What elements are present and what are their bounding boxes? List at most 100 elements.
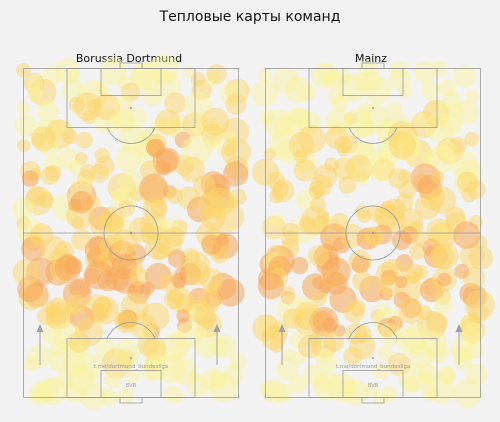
heat-blob-109 xyxy=(179,156,205,183)
heat-blob-290 xyxy=(398,362,429,393)
heat-blob-280 xyxy=(55,371,75,390)
heat-blob-195 xyxy=(83,267,101,285)
heat-blob-280 xyxy=(315,375,332,392)
heat-blob-12 xyxy=(130,63,156,89)
heat-blob-37 xyxy=(361,103,391,134)
heat-blob-49 xyxy=(439,113,462,137)
heat-blob-292 xyxy=(140,362,160,382)
heat-blob-259 xyxy=(343,346,363,366)
heat-blob-174 xyxy=(145,234,172,261)
heat-blob-210 xyxy=(454,263,470,279)
heat-blob-167 xyxy=(412,230,430,248)
top-goal xyxy=(361,62,385,69)
heat-blob-41 xyxy=(110,112,123,125)
heat-blob-103 xyxy=(398,169,413,184)
left-watermark: t.me/dortmund_bundesliga xyxy=(94,364,168,370)
heat-blob-264 xyxy=(397,327,426,356)
center-circle xyxy=(345,205,401,261)
right-watermark: t.me/dortmund_bundesliga xyxy=(336,364,410,370)
heat-blob-216 xyxy=(216,278,245,307)
heat-blob-121 xyxy=(309,196,327,214)
heat-blob-278 xyxy=(313,371,343,401)
heat-blob-81 xyxy=(204,138,218,151)
heat-blob-297 xyxy=(164,385,184,405)
heat-blob-3 xyxy=(23,72,45,94)
heat-blob-241 xyxy=(141,302,170,331)
heat-blob-0 xyxy=(299,84,317,101)
heat-blob-288 xyxy=(62,353,87,378)
heat-blob-188 xyxy=(12,259,40,286)
left-pitch-lines xyxy=(23,62,239,404)
direction-arrow-icon xyxy=(278,324,286,332)
heat-blob-296 xyxy=(453,378,483,408)
heat-blob-226 xyxy=(376,303,390,317)
heat-blob-110 xyxy=(139,173,169,203)
heat-blob-261 xyxy=(409,343,433,368)
heat-blob-42 xyxy=(113,95,133,115)
heat-blob-272 xyxy=(260,380,277,397)
heat-blob-33 xyxy=(331,95,349,113)
heat-blob-267 xyxy=(462,322,484,345)
heat-blob-225 xyxy=(370,309,385,323)
heat-blob-274 xyxy=(288,374,308,394)
heat-blob-229 xyxy=(64,301,79,316)
heat-blob-268 xyxy=(453,351,472,371)
heat-blob-154 xyxy=(308,245,329,267)
heat-blob-294 xyxy=(465,362,488,386)
heat-blob-64 xyxy=(57,148,80,171)
heat-blob-129 xyxy=(357,209,371,223)
heat-blob-18 xyxy=(421,80,440,100)
heat-blob-265 xyxy=(387,352,411,376)
heat-blob-276 xyxy=(194,332,221,358)
heat-blob-303 xyxy=(209,370,226,388)
heat-blob-121 xyxy=(11,197,35,220)
heat-blob-275 xyxy=(228,352,247,370)
heat-blob-264 xyxy=(144,356,161,373)
heat-blob-92 xyxy=(308,181,326,199)
heat-blob-10 xyxy=(95,80,109,95)
heat-blob-87 xyxy=(45,164,62,182)
heat-blob-274 xyxy=(192,326,207,341)
heat-blob-113 xyxy=(262,215,286,240)
heat-blob-145 xyxy=(291,256,309,275)
center-spot xyxy=(129,231,133,235)
heat-blob-242 xyxy=(464,290,495,320)
heat-blob-2 xyxy=(284,76,312,104)
heat-blob-291 xyxy=(126,369,140,383)
center-spot xyxy=(371,231,375,235)
figure-title: Тепловые карты команд xyxy=(159,9,341,25)
heat-blob-281 xyxy=(339,379,357,397)
heat-blob-103 xyxy=(118,169,142,193)
heat-blob-94 xyxy=(68,159,84,175)
heat-blob-283 xyxy=(342,379,368,406)
heat-blob-254 xyxy=(27,344,52,369)
heat-blob-195 xyxy=(352,270,373,291)
heat-blob-147 xyxy=(281,230,299,249)
heat-blob-23 xyxy=(438,79,456,97)
heat-blob-211 xyxy=(170,272,187,289)
bottom-penalty-arc xyxy=(106,322,156,339)
heat-blob-183 xyxy=(257,272,285,300)
heat-blob-165 xyxy=(409,243,426,260)
heat-blob-40 xyxy=(128,108,148,128)
heat-blob-97 xyxy=(345,154,373,182)
right-badge: BVB xyxy=(368,383,379,389)
heat-blob-46 xyxy=(387,101,402,116)
heat-blob-47 xyxy=(453,100,479,125)
heat-blob-48 xyxy=(164,92,186,114)
heat-blob-263 xyxy=(419,330,448,358)
heat-blob-52 xyxy=(225,93,247,115)
heat-blob-287 xyxy=(419,371,434,386)
heat-blob-298 xyxy=(169,357,197,385)
heat-blob-4 xyxy=(27,76,43,93)
heat-blob-270 xyxy=(452,345,469,362)
heat-blob-202 xyxy=(395,275,408,289)
heat-blob-129 xyxy=(68,198,81,212)
bottom-penalty-arc xyxy=(348,322,398,339)
heat-blob-45 xyxy=(413,112,427,127)
heat-blob-236 xyxy=(398,298,423,324)
heat-blob-108 xyxy=(155,159,172,176)
heat-blob-17 xyxy=(389,60,409,79)
heat-blob-245 xyxy=(281,348,296,363)
heat-blob-277 xyxy=(212,334,237,359)
